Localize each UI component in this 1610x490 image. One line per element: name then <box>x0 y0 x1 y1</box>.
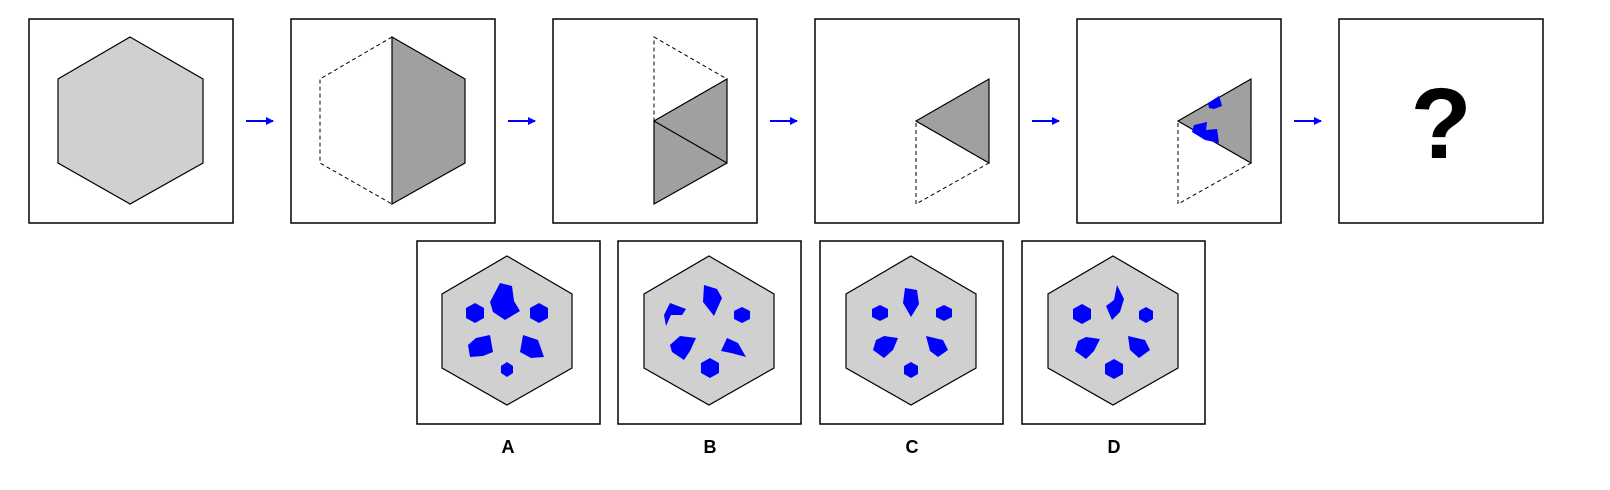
step-4-folded-triangle <box>914 77 990 165</box>
option-b-hexagon <box>643 255 775 406</box>
step-3-panel <box>552 18 758 224</box>
option-d-hole <box>1105 359 1123 379</box>
option-c-hole <box>904 362 918 378</box>
option-d-hole <box>1075 337 1100 359</box>
step-2-folded-half <box>391 35 466 206</box>
option-b-hole <box>664 303 686 326</box>
step-4-panel <box>814 18 1020 224</box>
option-a[interactable]: A <box>416 240 601 457</box>
option-c-hole <box>903 288 919 317</box>
step-5-punch-hole-lower <box>1192 122 1219 143</box>
option-a-hole <box>466 303 484 323</box>
option-c-holes <box>872 288 952 378</box>
option-b-hole <box>721 338 746 357</box>
option-d-hole <box>1139 307 1153 323</box>
option-c-hole <box>936 305 952 321</box>
option-a-hole <box>530 303 548 323</box>
question-mark: ? <box>1410 68 1471 180</box>
option-b[interactable]: B <box>617 240 802 457</box>
option-a-hole <box>520 335 544 358</box>
option-c-hole <box>926 336 948 357</box>
option-c-hole <box>872 305 888 321</box>
step-1-panel <box>28 18 234 224</box>
option-c-hexagon <box>845 255 977 406</box>
option-d-hole <box>1073 304 1091 324</box>
option-d[interactable]: D <box>1021 240 1206 457</box>
question-panel: ? <box>1338 18 1544 224</box>
option-a-holes <box>466 283 548 377</box>
step-5-panel <box>1076 18 1282 224</box>
option-a-hole <box>468 335 493 357</box>
option-a-hole <box>501 362 513 377</box>
option-d-label: D <box>1108 437 1121 457</box>
step-5-punch-hole-upper <box>1208 96 1222 109</box>
option-b-hole <box>670 336 696 360</box>
option-b-label: B <box>704 437 717 457</box>
step-2-panel <box>290 18 496 224</box>
option-b-hole <box>701 358 719 378</box>
step-3-crease <box>653 120 728 164</box>
option-b-hole <box>703 285 722 316</box>
option-d-hole <box>1128 336 1150 358</box>
option-a-hole <box>490 283 520 320</box>
option-d-hole <box>1106 285 1124 320</box>
option-a-label: A <box>502 437 515 457</box>
option-c-label: C <box>906 437 919 457</box>
option-d-holes <box>1073 285 1153 379</box>
option-c[interactable]: C <box>819 240 1004 457</box>
option-a-hexagon <box>441 255 573 406</box>
option-b-hole <box>734 307 750 323</box>
step-1-hexagon <box>57 36 204 205</box>
option-b-holes <box>664 285 750 378</box>
option-d-hexagon <box>1047 255 1179 406</box>
option-c-hole <box>873 336 898 358</box>
